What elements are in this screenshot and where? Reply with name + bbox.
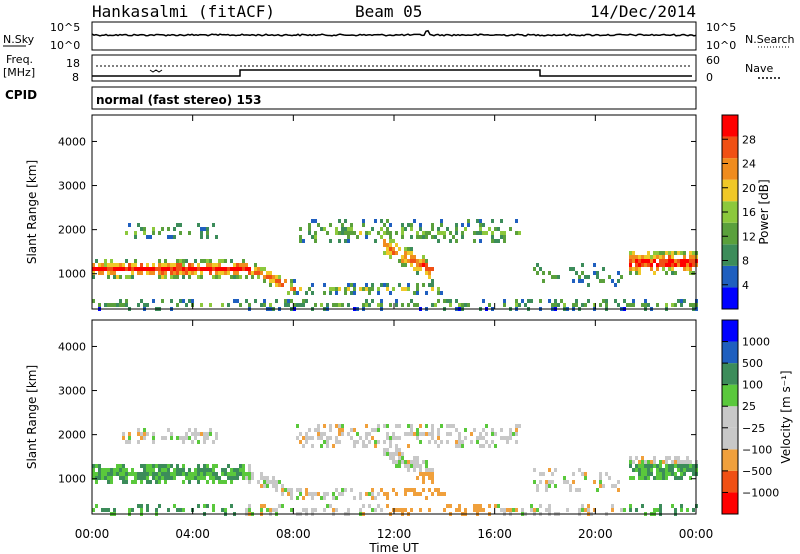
colorbar-tick-label: 8 xyxy=(742,255,749,268)
colorbar-frame xyxy=(721,319,739,515)
velocity-frame xyxy=(91,319,697,515)
cpid-box xyxy=(91,86,697,110)
colorbar-tick-label: 4 xyxy=(742,279,749,292)
colorbar-swatch xyxy=(722,449,738,471)
freq-label-top: Freq. xyxy=(6,53,33,66)
nsky-trace xyxy=(91,29,697,37)
colorbar-swatch xyxy=(722,244,738,266)
colorbar-tick-label: 28 xyxy=(742,133,756,146)
cpid-value: normal (fast stereo) 153 xyxy=(96,93,262,107)
freq-tick-top: 18 xyxy=(66,57,80,70)
nsky-tick-bottom: 10^0 xyxy=(50,39,80,52)
colorbar-tick-label: 500 xyxy=(742,357,763,370)
velocity-colorbar: 1000 500 100 25 −25 −100 −500 −1000 xyxy=(721,319,779,515)
x-tick-label: 12:00 xyxy=(377,527,412,541)
colorbar-tick-label: 24 xyxy=(742,158,756,171)
x-axis-label: Time UT xyxy=(368,541,419,554)
velocity-heatmap xyxy=(92,424,698,516)
colorbar-swatch xyxy=(722,136,738,159)
colorbar-tick-label: 16 xyxy=(742,206,756,219)
nave-tick-bottom: 0 xyxy=(706,71,713,84)
colorbar-swatch xyxy=(722,158,738,180)
colorbar-tick-label: 100 xyxy=(742,379,763,392)
freq-trace xyxy=(92,69,692,77)
x-tick-label: 04:00 xyxy=(175,527,210,541)
nsearch-tick-bottom: 10^0 xyxy=(706,39,736,52)
colorbar-swatch xyxy=(722,115,738,137)
nave-label: Nave xyxy=(745,62,773,75)
colorbar-tick-label: −500 xyxy=(742,465,772,478)
freq-label-bottom: [MHz] xyxy=(3,66,35,79)
nave-dip xyxy=(149,69,163,73)
velocity-colorbar-label: Velocity [m s⁻¹] xyxy=(779,370,793,463)
colorbar-swatch xyxy=(722,427,738,450)
freq-panel: Freq. [MHz] 18 8 60 0 Nave xyxy=(3,53,780,84)
power-colorbar: 28 24 20 16 12 8 4 xyxy=(721,114,756,310)
station-title: Hankasalmi (fitACF) xyxy=(92,2,275,21)
colorbar-tick-label: 12 xyxy=(742,230,756,243)
date-title: 14/Dec/2014 xyxy=(590,2,696,21)
velocity-panel: 1000 2000 3000 4000 Slant Range [km] 1000 50… xyxy=(25,319,793,516)
x-tick-label: 20:00 xyxy=(578,527,613,541)
power-colorbar-label: Power [dB] xyxy=(757,179,771,244)
nsearch-tick-top: 10^5 xyxy=(706,21,736,34)
x-tick-label: 16:00 xyxy=(477,527,512,541)
y-tick-label: 4000 xyxy=(58,135,86,148)
power-ylabel: Slant Range [km] xyxy=(25,160,39,264)
freq-tick-bottom: 8 xyxy=(72,71,79,84)
colorbar-swatch xyxy=(722,201,738,223)
y-tick-label: 3000 xyxy=(58,180,86,193)
colorbar-swatch xyxy=(722,265,738,288)
colorbar-swatch xyxy=(722,179,738,202)
colorbar-swatch xyxy=(722,384,738,407)
nsky-label: N.Sky xyxy=(3,33,35,46)
colorbar-swatch xyxy=(722,406,738,428)
cpid-label: CPID xyxy=(5,88,37,102)
colorbar-tick-label: 1000 xyxy=(742,336,770,349)
y-tick-label: 2000 xyxy=(58,429,86,442)
nsky-panel: N.Sky 10^5 10^0 10^5 10^0 N.Search xyxy=(3,21,795,52)
velocity-y-ticks: 1000 2000 3000 4000 xyxy=(58,340,696,486)
colorbar-tick-label: 20 xyxy=(742,182,756,195)
power-panel: 1000 2000 3000 4000 Slant Range [km] 28 24 20… xyxy=(25,114,771,311)
y-tick-label: 4000 xyxy=(58,340,86,353)
velocity-ylabel: Slant Range [km] xyxy=(25,365,39,469)
y-tick-label: 2000 xyxy=(58,224,86,237)
colorbar-tick-label: −1000 xyxy=(742,486,779,499)
beam-title: Beam 05 xyxy=(355,2,422,21)
x-axis: 00:00 04:00 08:00 12:00 16:00 20:00 00:00 xyxy=(75,115,714,541)
colorbar-swatch xyxy=(722,492,738,514)
nsearch-label: N.Search xyxy=(745,33,795,46)
colorbar-swatch xyxy=(722,341,738,364)
colorbar-swatch xyxy=(722,222,738,245)
colorbar-swatch xyxy=(722,287,738,309)
y-tick-label: 1000 xyxy=(58,268,86,281)
y-tick-label: 1000 xyxy=(58,473,86,486)
nave-tick-top: 60 xyxy=(706,54,720,67)
nsky-tick-top: 10^5 xyxy=(50,21,80,34)
x-tick-label: 00:00 xyxy=(75,527,110,541)
colorbar-swatch xyxy=(722,320,738,342)
power-heatmap xyxy=(92,219,698,311)
x-tick-label: 00:00 xyxy=(679,527,714,541)
colorbar-swatch xyxy=(722,363,738,385)
colorbar-tick-label: −100 xyxy=(742,443,772,456)
power-frame xyxy=(91,114,697,310)
power-y-ticks: 1000 2000 3000 4000 xyxy=(58,135,696,281)
colorbar-swatch xyxy=(722,470,738,493)
colorbar-tick-label: 25 xyxy=(742,400,756,413)
y-tick-label: 3000 xyxy=(58,385,86,398)
colorbar-tick-label: −25 xyxy=(742,422,765,435)
x-tick-label: 08:00 xyxy=(276,527,311,541)
